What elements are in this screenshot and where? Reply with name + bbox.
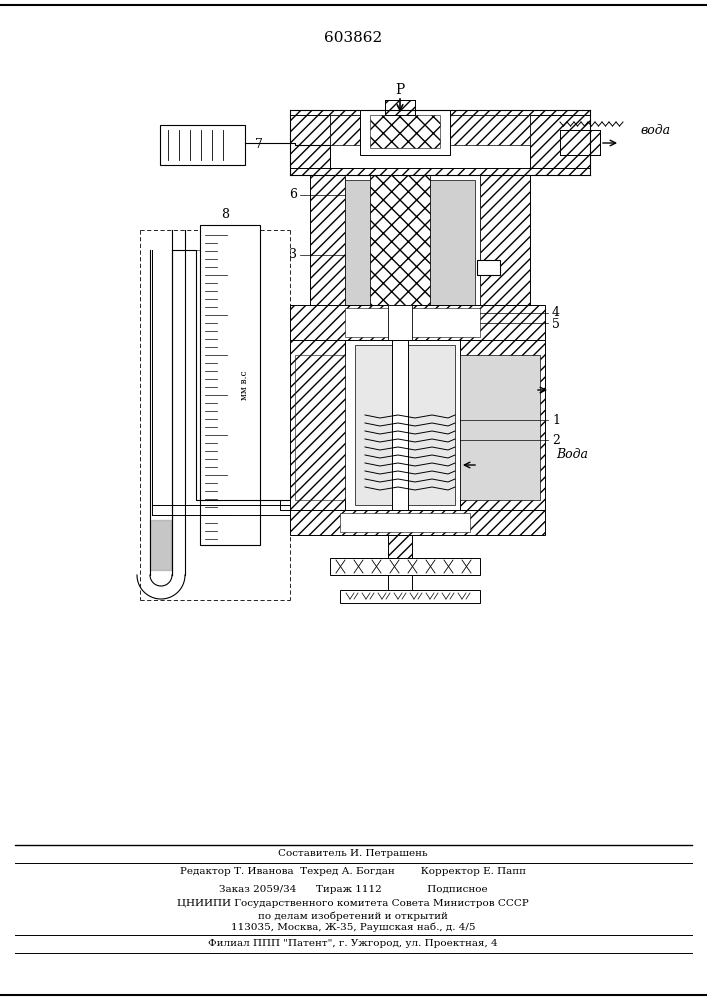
Bar	[530, 115, 590, 168]
Text: 6: 6	[289, 188, 297, 202]
Text: Составитель И. Петрашень: Составитель И. Петрашень	[278, 848, 428, 857]
Bar	[340, 590, 480, 603]
Bar	[477, 260, 500, 275]
Bar	[345, 340, 460, 510]
Text: 7: 7	[255, 138, 263, 151]
Bar	[290, 340, 345, 510]
Bar	[560, 130, 600, 155]
Text: мм в.с: мм в.с	[240, 370, 250, 400]
Bar	[388, 575, 412, 595]
Text: Филиал ППП "Патент", г. Ужгород, ул. Проектная, 4: Филиал ППП "Патент", г. Ужгород, ул. Про…	[208, 940, 498, 948]
Bar	[290, 110, 590, 175]
Bar	[345, 308, 480, 337]
Text: Вода: Вода	[556, 448, 588, 462]
Text: 113035, Москва, Ж-35, Раушская наб., д. 4/5: 113035, Москва, Ж-35, Раушская наб., д. …	[230, 922, 475, 932]
Text: 4: 4	[552, 306, 560, 320]
Bar	[430, 175, 480, 310]
Bar	[370, 115, 440, 148]
Bar	[295, 355, 345, 500]
Text: ЦНИИПИ Государственного комитета Совета Министров СССР: ЦНИИПИ Государственного комитета Совета …	[177, 898, 529, 908]
Text: Заказ 2059/34      Тираж 1112              Подписное: Заказ 2059/34 Тираж 1112 Подписное	[218, 884, 487, 894]
Bar	[290, 510, 545, 535]
Bar	[460, 355, 540, 500]
Bar	[290, 305, 545, 340]
Bar	[360, 110, 450, 155]
Bar	[450, 115, 530, 145]
Text: P: P	[395, 83, 404, 97]
Bar	[290, 115, 330, 168]
Text: 5: 5	[552, 318, 560, 332]
Bar	[200, 225, 260, 545]
Bar	[355, 345, 455, 505]
Bar	[330, 115, 555, 168]
Bar	[340, 513, 470, 532]
Bar	[480, 175, 530, 310]
Bar	[385, 100, 415, 115]
Bar	[370, 175, 430, 310]
Text: Редактор Т. Иванова  Техред А. Богдан        Корректор Е. Папп: Редактор Т. Иванова Техред А. Богдан Кор…	[180, 867, 526, 876]
Text: 8: 8	[221, 209, 229, 222]
Bar	[392, 340, 408, 510]
Text: 603862: 603862	[324, 31, 382, 45]
Text: по делам изобретений и открытий: по делам изобретений и открытий	[258, 911, 448, 921]
Text: 3: 3	[289, 248, 297, 261]
Text: вода: вода	[640, 123, 670, 136]
Bar	[460, 340, 545, 510]
Text: 1: 1	[552, 414, 560, 426]
Bar	[345, 175, 370, 310]
Bar	[388, 535, 412, 560]
Bar	[388, 305, 412, 340]
Bar	[330, 558, 480, 575]
Bar	[430, 180, 475, 305]
Bar	[160, 125, 245, 165]
Bar	[345, 180, 370, 305]
Bar	[310, 175, 345, 310]
Text: 2: 2	[552, 434, 560, 446]
Bar	[330, 115, 360, 145]
